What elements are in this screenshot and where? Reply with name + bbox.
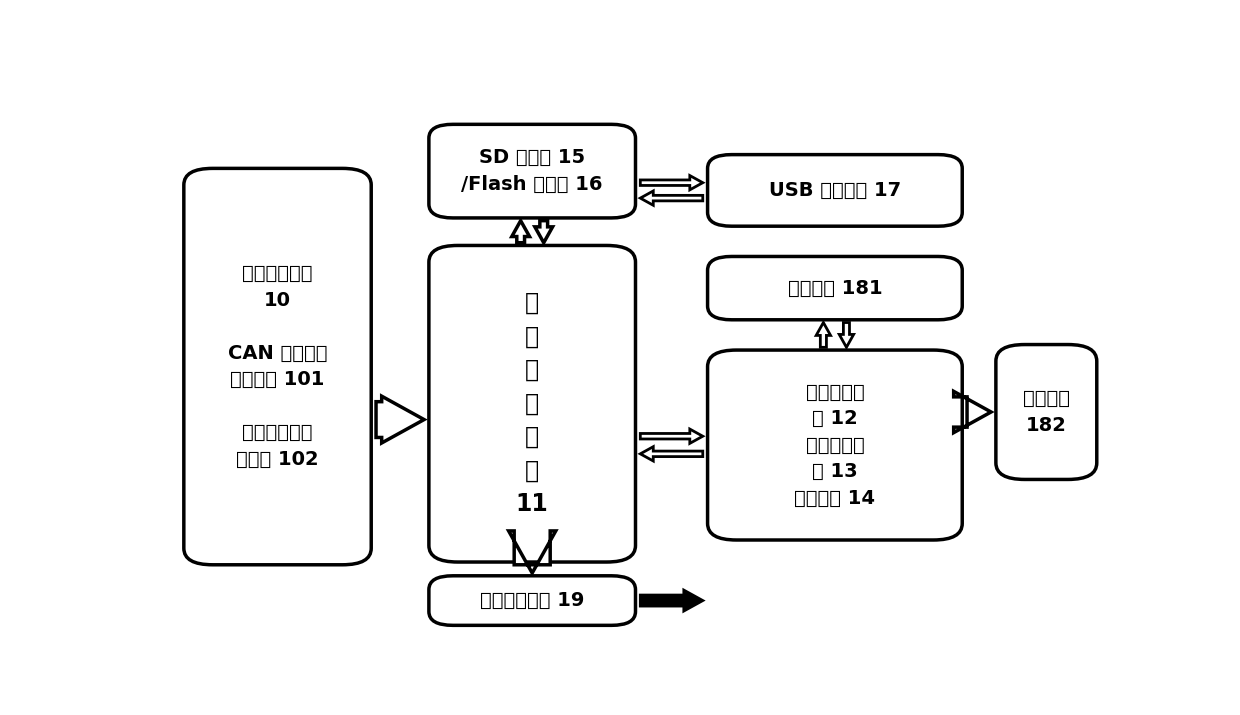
Polygon shape [640, 447, 703, 461]
Polygon shape [640, 590, 703, 611]
FancyBboxPatch shape [708, 350, 962, 540]
Polygon shape [534, 221, 553, 242]
FancyBboxPatch shape [708, 257, 962, 320]
Polygon shape [839, 322, 853, 347]
Polygon shape [954, 391, 991, 433]
Text: USB 通信接口 17: USB 通信接口 17 [769, 181, 901, 200]
FancyBboxPatch shape [708, 154, 962, 226]
Text: 内部喇叭 181: 内部喇叭 181 [787, 279, 882, 297]
Text: 功放电源模块 19: 功放电源模块 19 [480, 591, 584, 610]
Polygon shape [376, 396, 424, 443]
FancyBboxPatch shape [184, 168, 371, 565]
Text: 微
处
理
器
模
块
11: 微 处 理 器 模 块 11 [516, 291, 548, 516]
Polygon shape [816, 322, 831, 347]
FancyBboxPatch shape [429, 245, 635, 562]
Polygon shape [640, 191, 703, 205]
Polygon shape [512, 221, 529, 242]
Polygon shape [640, 429, 703, 443]
FancyBboxPatch shape [996, 345, 1096, 480]
Polygon shape [508, 531, 556, 573]
FancyBboxPatch shape [429, 124, 635, 218]
Text: 信号接收模块
10

CAN 总线信号
接收模块 101

开关量信号接
收模块 102: 信号接收模块 10 CAN 总线信号 接收模块 101 开关量信号接 收模块 1… [228, 265, 327, 469]
Text: SD 卡接口 15
/Flash 存储器 16: SD 卡接口 15 /Flash 存储器 16 [461, 149, 603, 194]
Polygon shape [640, 176, 703, 190]
FancyBboxPatch shape [429, 576, 635, 626]
Text: 外部喇叭
182: 外部喇叭 182 [1023, 389, 1070, 435]
Text: 音频解码模
块 12
功放选择模
块 13
功放模块 14: 音频解码模 块 12 功放选择模 块 13 功放模块 14 [795, 383, 875, 508]
